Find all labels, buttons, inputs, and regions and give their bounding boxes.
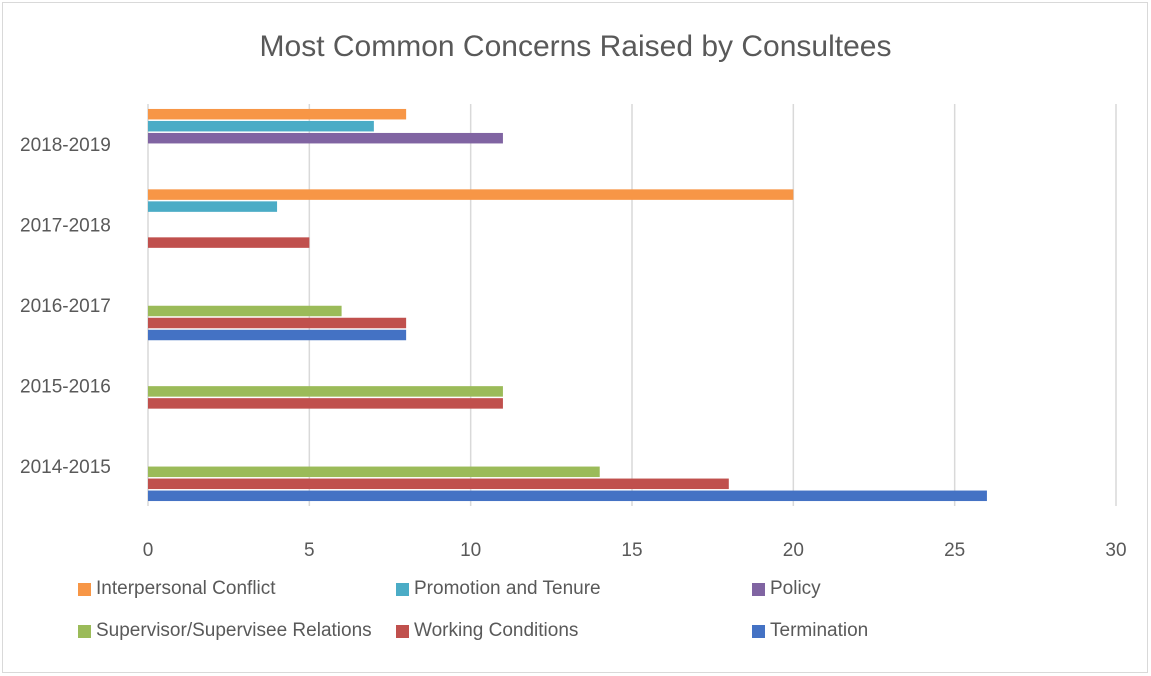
- x-tick-label: 20: [783, 540, 804, 561]
- chart-title: Most Common Concerns Raised by Consultee…: [259, 30, 892, 63]
- bar: [148, 329, 407, 341]
- x-tick-label: 10: [460, 540, 481, 561]
- y-category-label: 2018-2019: [20, 135, 111, 156]
- x-tick-label: 30: [1105, 540, 1126, 561]
- y-category-label: 2014-2015: [20, 457, 111, 478]
- y-category-label: 2017-2018: [20, 216, 111, 237]
- bar: [148, 305, 342, 317]
- bar: [148, 317, 407, 329]
- y-category-label: 2015-2016: [20, 376, 111, 397]
- x-tick-label: 15: [621, 540, 642, 561]
- bar: [148, 398, 503, 409]
- bar: [148, 237, 310, 248]
- x-tick-label: 5: [304, 540, 315, 561]
- bar: [148, 490, 987, 502]
- bar: [148, 478, 729, 490]
- bar: [148, 189, 794, 200]
- bar: [148, 466, 600, 478]
- x-tick-label: 25: [944, 540, 965, 561]
- bar: [148, 201, 278, 212]
- bar: [148, 108, 407, 120]
- bar: [148, 120, 374, 132]
- y-category-label: 2016-2017: [20, 296, 111, 317]
- bar: [148, 386, 503, 397]
- bar: [148, 132, 503, 144]
- x-tick-label: 0: [143, 540, 154, 561]
